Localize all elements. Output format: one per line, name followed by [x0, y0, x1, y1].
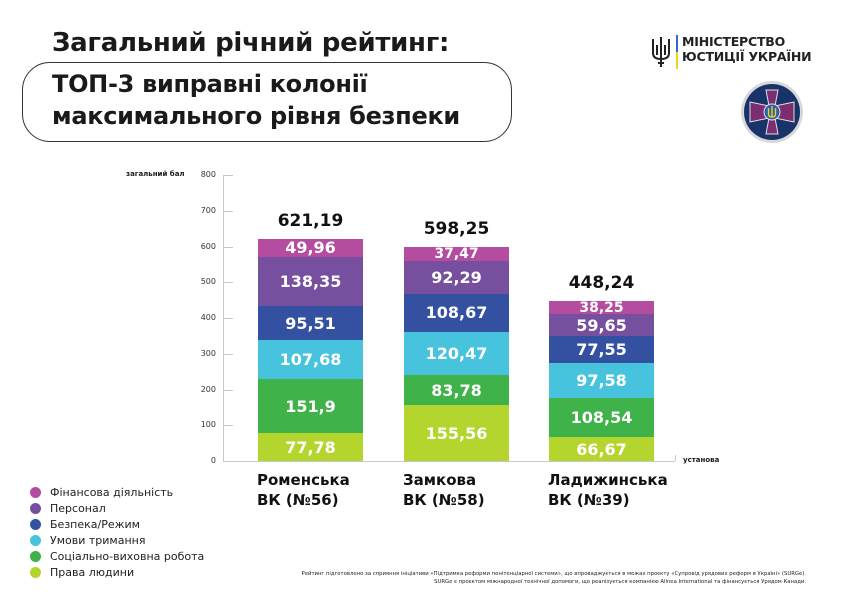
category-label: Ладижинська ВК (№39)	[548, 470, 668, 510]
bar-segment: 155,56	[404, 405, 509, 461]
bar-segment: 92,29	[404, 260, 509, 294]
category-name: Замкова	[403, 471, 477, 489]
bar-segment: 66,67	[549, 437, 654, 461]
bar-total-label: 448,24	[568, 272, 635, 293]
y-tick-label: 100	[200, 420, 216, 430]
legend-item: Соціально-виховна робота	[30, 548, 204, 564]
y-tick-mark	[224, 318, 233, 319]
y-tick-label: 400	[200, 313, 216, 322]
legend-dot-icon	[30, 566, 41, 578]
y-tick-label: 700	[200, 205, 216, 215]
bar-segment: 120,47	[404, 332, 509, 376]
subtitle-line-2: максимального рівня безпеки	[52, 102, 460, 130]
category-code: ВК (№39)	[548, 491, 630, 509]
trident-icon	[652, 37, 670, 67]
ministry-line-2: ЮСТИЦІЇ УКРАЇНИ	[682, 49, 812, 64]
category-code: ВК (№56)	[257, 491, 339, 509]
category-name: Роменська	[257, 471, 350, 489]
bar-segment: 151,9	[258, 378, 363, 434]
bar-segment: 83,78	[404, 375, 509, 406]
legend-dot-icon	[30, 550, 41, 562]
category-label: Роменська ВК (№56)	[257, 470, 350, 510]
legend-label: Соціально-виховна робота	[50, 549, 205, 563]
bar-segment: 107,68	[258, 340, 363, 379]
category-name: Ладижинська	[548, 471, 668, 489]
y-tick-label: 600	[200, 241, 216, 251]
subtitle-line-1: ТОП-3 виправні колонії	[52, 70, 368, 98]
legend-dot-icon	[30, 534, 41, 546]
y-tick-mark	[224, 389, 233, 391]
y-tick-label: 800	[200, 170, 216, 179]
y-tick-label: 500	[200, 277, 216, 287]
legend-item: Фінансова діяльність	[30, 484, 204, 500]
legend-item: Умови тримання	[30, 532, 204, 548]
legend-dot-icon	[30, 486, 41, 498]
bar-segment: 108,67	[404, 293, 509, 333]
chart-legend: Фінансова діяльність Персонал Безпека/Режи…	[30, 484, 204, 580]
penitentiary-emblem-icon	[741, 81, 803, 143]
ministry-line-1: МІНІСТЕРСТВО	[682, 34, 786, 49]
y-tick-mark	[224, 282, 233, 284]
y-tick-mark	[224, 175, 233, 176]
bar-segment: 59,65	[549, 314, 654, 336]
category-code: ВК (№58)	[403, 491, 485, 509]
x-axis-title: установа	[683, 456, 720, 464]
y-tick-mark	[224, 353, 233, 355]
y-axis-line	[223, 175, 224, 462]
bar-total-label: 598,25	[423, 219, 490, 240]
legend-label: Персонал	[50, 501, 106, 515]
bar-segment: 95,51	[258, 306, 363, 341]
bar-segment: 37,47	[404, 247, 509, 261]
legend-item: Права людини	[30, 564, 204, 580]
bar-segment: 108,54	[549, 398, 654, 438]
footnote: Рейтинг підготовлено за сприяння ініціат…	[302, 570, 806, 586]
legend-label: Фінансова діяльність	[50, 485, 174, 499]
legend-dot-icon	[30, 502, 41, 514]
bar-total-label: 621,19	[277, 210, 344, 231]
y-tick-label: 200	[200, 384, 216, 394]
bar-segment: 138,35	[258, 256, 363, 307]
legend-label: Безпека/Режим	[50, 517, 140, 531]
y-tick-label: 0	[210, 456, 216, 465]
legend-item: Безпека/Режим	[30, 516, 204, 532]
footnote-line-2: SURGe є проєктом міжнародної технічної д…	[434, 579, 806, 585]
y-tick-mark	[224, 246, 233, 248]
bar-segment: 49,96	[258, 238, 363, 257]
x-tick-mark	[675, 455, 676, 461]
y-tick-mark	[224, 425, 233, 427]
y-tick-label: 300	[200, 348, 216, 358]
subtitle-frame	[22, 62, 512, 142]
legend-dot-icon	[30, 518, 41, 530]
bar-segment: 38,25	[549, 300, 654, 315]
bar-segment: 77,78	[258, 433, 363, 461]
legend-item: Персонал	[30, 500, 204, 516]
footnote-line-1: Рейтинг підготовлено за сприяння ініціат…	[301, 571, 806, 577]
flag-bar	[676, 35, 678, 69]
bar-segment: 77,55	[549, 335, 654, 364]
category-label: Замкова ВК (№58)	[403, 470, 485, 510]
ministry-name: МІНІСТЕРСТВО ЮСТИЦІЇ УКРАЇНИ	[682, 34, 812, 64]
subtitle-heading: ТОП-3 виправні колонії максимального рів…	[52, 68, 460, 132]
bar-segment: 97,58	[549, 363, 654, 399]
title-heading: Загальний річний рейтинг:	[52, 28, 450, 58]
y-tick-mark	[224, 210, 233, 212]
x-axis-line	[223, 461, 675, 462]
y-axis-title: загальний бал	[126, 170, 185, 178]
legend-label: Права людини	[50, 565, 135, 579]
legend-label: Умови тримання	[50, 533, 146, 547]
